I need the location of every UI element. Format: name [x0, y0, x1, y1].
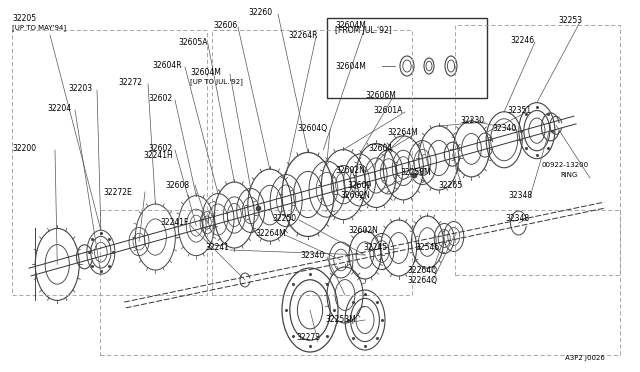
Text: 32203: 32203: [68, 83, 92, 93]
Text: 32348: 32348: [505, 214, 529, 222]
Text: 32351: 32351: [507, 106, 531, 115]
Text: 32606: 32606: [213, 20, 237, 29]
Text: 32604: 32604: [368, 144, 392, 153]
Bar: [12, 30, 207, 295]
Bar: [100, 210, 620, 355]
Text: 32602: 32602: [148, 93, 172, 103]
Text: 32602N: 32602N: [348, 225, 378, 234]
Text: 32604M: 32604M: [190, 67, 221, 77]
Text: 00922-13200: 00922-13200: [542, 162, 589, 168]
Text: 32348: 32348: [508, 190, 532, 199]
Text: 32241H: 32241H: [143, 151, 173, 160]
Text: 32340: 32340: [492, 124, 516, 132]
Text: 32258M: 32258M: [400, 167, 431, 176]
Text: 32602N: 32602N: [340, 190, 370, 199]
Text: [UP TO JUL.'92]: [UP TO JUL.'92]: [190, 78, 243, 86]
Text: 32264M: 32264M: [255, 228, 285, 237]
Text: 32604Q: 32604Q: [297, 124, 327, 132]
Text: 32230: 32230: [460, 115, 484, 125]
Text: 32340: 32340: [300, 250, 324, 260]
Text: 32272: 32272: [118, 77, 142, 87]
Text: 32604M: 32604M: [335, 61, 366, 71]
Text: 32264Q: 32264Q: [407, 266, 437, 275]
Text: 32200: 32200: [12, 144, 36, 153]
Text: 32264M: 32264M: [387, 128, 418, 137]
Text: 32265: 32265: [438, 180, 462, 189]
Text: 32205: 32205: [12, 13, 36, 22]
Bar: [327, 18, 487, 98]
Text: 32604R: 32604R: [152, 61, 182, 70]
Bar: [212, 30, 412, 295]
Text: 32602: 32602: [148, 144, 172, 153]
Text: 32606M: 32606M: [365, 90, 396, 99]
Text: 32273: 32273: [296, 333, 320, 341]
Text: 32250: 32250: [272, 214, 296, 222]
Text: 32241F: 32241F: [160, 218, 188, 227]
Text: 32609: 32609: [347, 180, 371, 189]
Text: 32264Q: 32264Q: [407, 276, 437, 285]
Text: 32602N: 32602N: [335, 166, 365, 174]
Text: RING: RING: [560, 172, 577, 178]
Text: 32204: 32204: [47, 103, 71, 112]
Text: 32605A: 32605A: [178, 38, 207, 46]
Text: 32601A: 32601A: [373, 106, 403, 115]
Text: 32246: 32246: [510, 35, 534, 45]
Text: 32604M: 32604M: [335, 20, 366, 29]
Text: 32546: 32546: [415, 244, 439, 253]
Text: 32260: 32260: [248, 7, 272, 16]
Text: 32253M: 32253M: [325, 315, 356, 324]
Text: A3P2 J0026: A3P2 J0026: [565, 355, 605, 361]
Text: 32272E: 32272E: [103, 187, 132, 196]
Bar: [455, 25, 620, 275]
Text: 32608: 32608: [165, 180, 189, 189]
Text: [UP TO MAY'94]: [UP TO MAY'94]: [12, 25, 66, 31]
Text: 32241: 32241: [205, 244, 229, 253]
Text: [FROM JUL.'92]: [FROM JUL.'92]: [335, 26, 392, 35]
Text: 32264R: 32264R: [288, 31, 317, 39]
Text: 32253: 32253: [558, 16, 582, 25]
Text: 32245: 32245: [363, 244, 387, 253]
